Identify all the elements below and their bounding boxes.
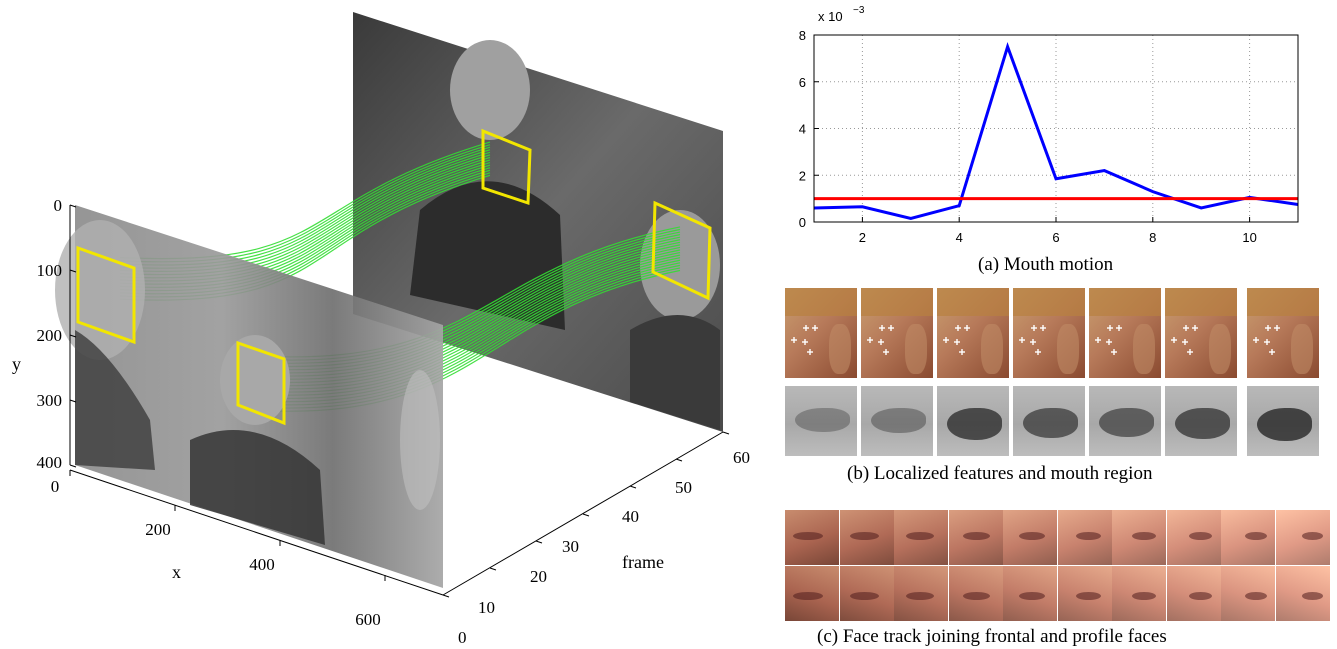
y-tick-0: 0 bbox=[54, 196, 63, 215]
caption-a: (a) Mouth motion bbox=[978, 254, 1114, 275]
mouth-region-thumbnail bbox=[1165, 386, 1237, 456]
face-thumbnail bbox=[1165, 288, 1237, 378]
chart-series bbox=[813, 41, 1299, 221]
x-tick-label-2: 2 bbox=[859, 230, 866, 245]
series-line-0 bbox=[813, 41, 1299, 221]
face-track-frame bbox=[948, 566, 1003, 621]
y-tick-label-8: 8 bbox=[799, 28, 806, 43]
face-track-frame bbox=[1057, 510, 1112, 565]
face-track-frame bbox=[1221, 566, 1275, 621]
chart-grid bbox=[814, 34, 1298, 223]
x-tick-label-8: 8 bbox=[1149, 230, 1156, 245]
face-thumbnail bbox=[1013, 288, 1085, 378]
face-track-frame bbox=[1166, 510, 1221, 565]
face-track-frame bbox=[839, 566, 894, 621]
mouth-region-thumbnail bbox=[861, 386, 933, 456]
face-track-frame bbox=[1003, 566, 1057, 621]
x-tick-200: 200 bbox=[145, 520, 171, 539]
frame-tick-10: 10 bbox=[478, 598, 495, 617]
face-track-frame bbox=[1112, 510, 1166, 565]
y-axis-label: y bbox=[12, 354, 21, 374]
face-track-frame bbox=[1166, 566, 1221, 621]
y-tick-200: 200 bbox=[37, 326, 63, 345]
face-track-frame bbox=[894, 510, 948, 565]
mouth-region-thumbnail bbox=[785, 386, 857, 456]
caption-c: (c) Face track joining frontal and profi… bbox=[817, 626, 1167, 647]
y-tick-label-2: 2 bbox=[799, 168, 806, 183]
x-tick-0: 0 bbox=[51, 477, 60, 496]
frame-tick-60: 60 bbox=[733, 448, 750, 467]
y-tick-label-0: 0 bbox=[799, 215, 806, 230]
y-tick-label-6: 6 bbox=[799, 75, 806, 90]
front-frame-image bbox=[55, 205, 443, 588]
x-tick-label-6: 6 bbox=[1052, 230, 1059, 245]
face-track-strip bbox=[785, 510, 1330, 622]
face-track-frame bbox=[948, 510, 1003, 565]
x-tick-600: 600 bbox=[355, 610, 381, 629]
face-track-frame bbox=[785, 566, 839, 621]
axes-3d bbox=[69, 204, 730, 598]
x-tick-label-10: 10 bbox=[1242, 230, 1256, 245]
mouth-region-thumbnail bbox=[1013, 386, 1085, 456]
face-track-frame bbox=[894, 566, 948, 621]
y-tick-label-4: 4 bbox=[799, 122, 806, 137]
y-tick-300: 300 bbox=[37, 391, 63, 410]
face-track-frame bbox=[839, 510, 894, 565]
frame-tick-20: 20 bbox=[530, 567, 547, 586]
mouth-region-strip bbox=[785, 386, 1330, 456]
mouth-region-thumbnail bbox=[1089, 386, 1161, 456]
frame-axis-label: frame bbox=[622, 552, 664, 572]
face-thumbnail bbox=[1089, 288, 1161, 378]
x-tick-label-4: 4 bbox=[956, 230, 963, 245]
chart-exponent-label: x 10 bbox=[818, 9, 843, 24]
face-track-frame bbox=[1221, 510, 1275, 565]
face-track-frame bbox=[1275, 510, 1330, 565]
y-tick-100: 100 bbox=[37, 261, 63, 280]
frame-tick-30: 30 bbox=[562, 537, 579, 556]
face-track-frame bbox=[1112, 566, 1166, 621]
frame-tick-40: 40 bbox=[622, 507, 639, 526]
face-thumbnail bbox=[785, 288, 857, 378]
face-track-3d-figure: 0 100 200 300 400 y 0 200 400 600 x 0 10… bbox=[12, 12, 750, 647]
mouth-region-thumbnail bbox=[937, 386, 1009, 456]
frame-tick-0: 0 bbox=[458, 628, 467, 647]
face-thumbnail bbox=[1247, 288, 1319, 378]
face-track-frame bbox=[1003, 510, 1057, 565]
x-tick-400: 400 bbox=[249, 555, 275, 574]
mouth-region-thumbnail bbox=[1247, 386, 1319, 456]
face-track-frame bbox=[785, 510, 839, 565]
caption-b: (b) Localized features and mouth region bbox=[847, 463, 1153, 484]
face-track-frame bbox=[1275, 566, 1330, 621]
chart-ticks: 2 4 6 8 10 0 2 4 6 8 bbox=[799, 28, 1257, 245]
face-track-frame bbox=[1057, 566, 1112, 621]
face-detection-boxes bbox=[76, 128, 712, 426]
localized-features-strip bbox=[785, 288, 1330, 378]
face-thumbnail bbox=[937, 288, 1009, 378]
mouth-motion-chart: x 10 −3 2 4 6 8 10 0 2 4 6 8 bbox=[799, 5, 1299, 245]
frame-tick-50: 50 bbox=[675, 478, 692, 497]
face-thumbnail bbox=[861, 288, 933, 378]
chart-exponent-power: −3 bbox=[853, 5, 865, 16]
y-tick-400: 400 bbox=[37, 453, 63, 472]
x-axis-label: x bbox=[172, 562, 181, 582]
